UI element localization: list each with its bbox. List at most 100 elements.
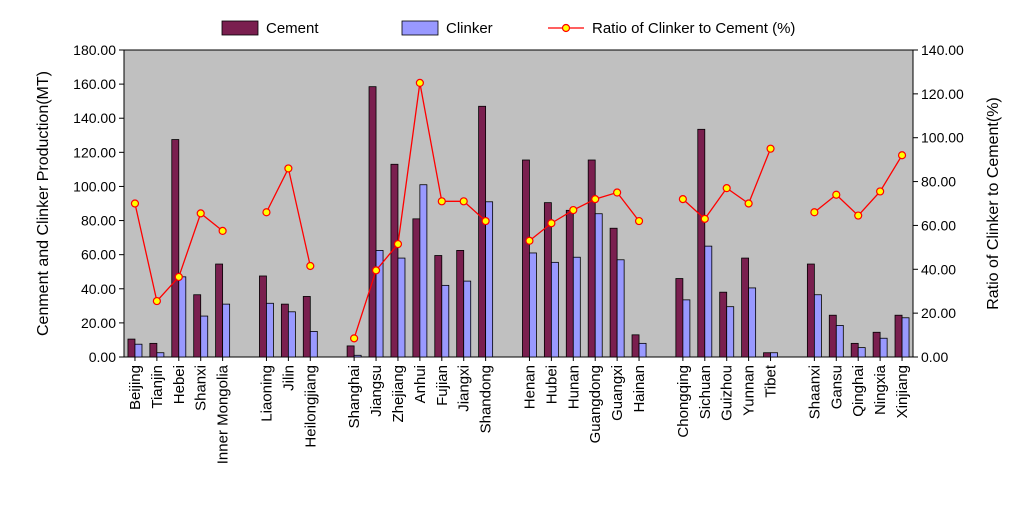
category-label: Guizhou: [719, 365, 736, 421]
ratio-point: [415, 78, 424, 87]
cement-bar: [741, 257, 750, 358]
category-label: Hebei: [171, 365, 188, 404]
y-axis-tick-label: 160.00: [73, 76, 116, 92]
clinker-bar: [857, 347, 866, 358]
ratio-point: [481, 216, 490, 226]
category-label: Gansu: [828, 365, 845, 409]
ratio-point: [262, 208, 271, 217]
ratio-point: [130, 199, 140, 208]
cement-bar: [434, 255, 443, 358]
clinker-bar: [441, 284, 450, 358]
category-label: Hainan: [631, 365, 648, 413]
category-label: Chongqing: [675, 365, 692, 438]
clinker-bar: [222, 303, 231, 358]
y2-axis-tick-label: 140.00: [921, 42, 964, 58]
cement-bar: [828, 314, 837, 358]
ratio-point: [196, 209, 205, 218]
ratio-point: [371, 266, 381, 275]
clinker-bar: [287, 311, 296, 358]
ratio-point: [569, 205, 578, 215]
y2-axis-tick-label: 80.00: [921, 174, 956, 190]
clinker-bar: [134, 343, 143, 358]
cement-bar: [193, 294, 202, 358]
cement-bar: [368, 86, 377, 358]
clinker-bar: [638, 342, 647, 358]
y2-axis-tick-label: 60.00: [921, 217, 956, 233]
cement-bar: [565, 209, 574, 358]
category-label: Heilongjiang: [302, 365, 319, 448]
category-label: Shaanxi: [806, 365, 823, 419]
clinker-bar: [748, 287, 757, 358]
category-label: Shandong: [478, 365, 495, 433]
clinker-bar: [726, 306, 735, 358]
clinker-bar: [156, 352, 165, 358]
ratio-point: [678, 195, 687, 204]
ratio-point: [810, 208, 819, 217]
category-label: Beijing: [127, 365, 144, 410]
ratio-point: [700, 214, 709, 223]
clinker-bar: [309, 331, 318, 358]
legend-label-clinker: Clinker: [446, 20, 493, 37]
clinker-bar: [770, 352, 778, 358]
y2-axis-tick-label: 40.00: [921, 261, 956, 277]
cement-bar: [719, 291, 728, 358]
cement-bar: [346, 345, 355, 358]
cement-bar: [763, 352, 771, 358]
ratio-point: [832, 190, 841, 199]
cement-bar: [894, 314, 903, 358]
clinker-bar: [879, 337, 888, 358]
y2-axis-title: Ratio of Clinker to Cement(%): [985, 97, 1002, 310]
category-label: Jiangsu: [368, 365, 385, 417]
ratio-point: [897, 151, 907, 160]
cement-bar: [872, 331, 881, 358]
y2-axis-tick-label: 0.00: [921, 349, 948, 365]
clinker-bar: [419, 184, 428, 358]
category-label: Fujian: [434, 365, 451, 406]
clinker-bar: [397, 257, 406, 358]
legend-swatch-clinker: [401, 20, 439, 36]
category-label: Shanxi: [193, 365, 210, 411]
clinker-bar: [682, 299, 691, 358]
clinker-bar: [463, 280, 472, 358]
clinker-bar: [200, 315, 209, 358]
clinker-bar: [835, 325, 844, 358]
plot-area: [123, 49, 914, 358]
category-label: Yunnan: [741, 365, 758, 416]
cement-bar: [631, 334, 640, 358]
ratio-point: [722, 184, 731, 193]
legend-label-ratio: Ratio of Clinker to Cement (%): [592, 20, 795, 37]
cement-bar: [149, 342, 158, 358]
cement-bar: [412, 218, 421, 358]
ratio-point: [284, 164, 293, 173]
y-axis-tick-label: 180.00: [73, 42, 116, 58]
ratio-point: [437, 197, 446, 206]
cement-bar: [259, 275, 267, 358]
ratio-line: [529, 191, 640, 242]
category-label: Shanghai: [346, 365, 363, 428]
clinker-bar: [572, 256, 581, 358]
y-axis-tick-label: 100.00: [73, 178, 116, 194]
y-axis-title: Cenment and Clinker Production(MT): [35, 71, 52, 336]
cement-bar: [478, 105, 487, 358]
y-axis-tick-label: 40.00: [81, 281, 116, 297]
clinker-bar: [550, 261, 559, 358]
clinker-bar: [266, 302, 274, 358]
category-label: Guangdong: [587, 365, 604, 443]
cement-bar: [302, 296, 311, 358]
y2-axis-tick-label: 120.00: [921, 86, 964, 102]
y-axis-tick-label: 60.00: [81, 247, 116, 263]
category-label: Liaoning: [258, 365, 275, 422]
cement-bar: [127, 338, 136, 358]
clinker-bar: [353, 354, 362, 358]
ratio-point: [393, 239, 403, 249]
category-label: Qinghai: [850, 365, 867, 417]
ratio-point: [350, 334, 359, 343]
y-axis-tick-label: 0.00: [89, 349, 116, 365]
y2-axis-tick-label: 100.00: [921, 130, 964, 146]
ratio-point: [547, 219, 556, 228]
clinker-bar: [616, 259, 625, 358]
category-label: Xinjiang: [894, 365, 911, 418]
clinker-bar: [594, 213, 603, 358]
ratio-point: [174, 272, 183, 282]
